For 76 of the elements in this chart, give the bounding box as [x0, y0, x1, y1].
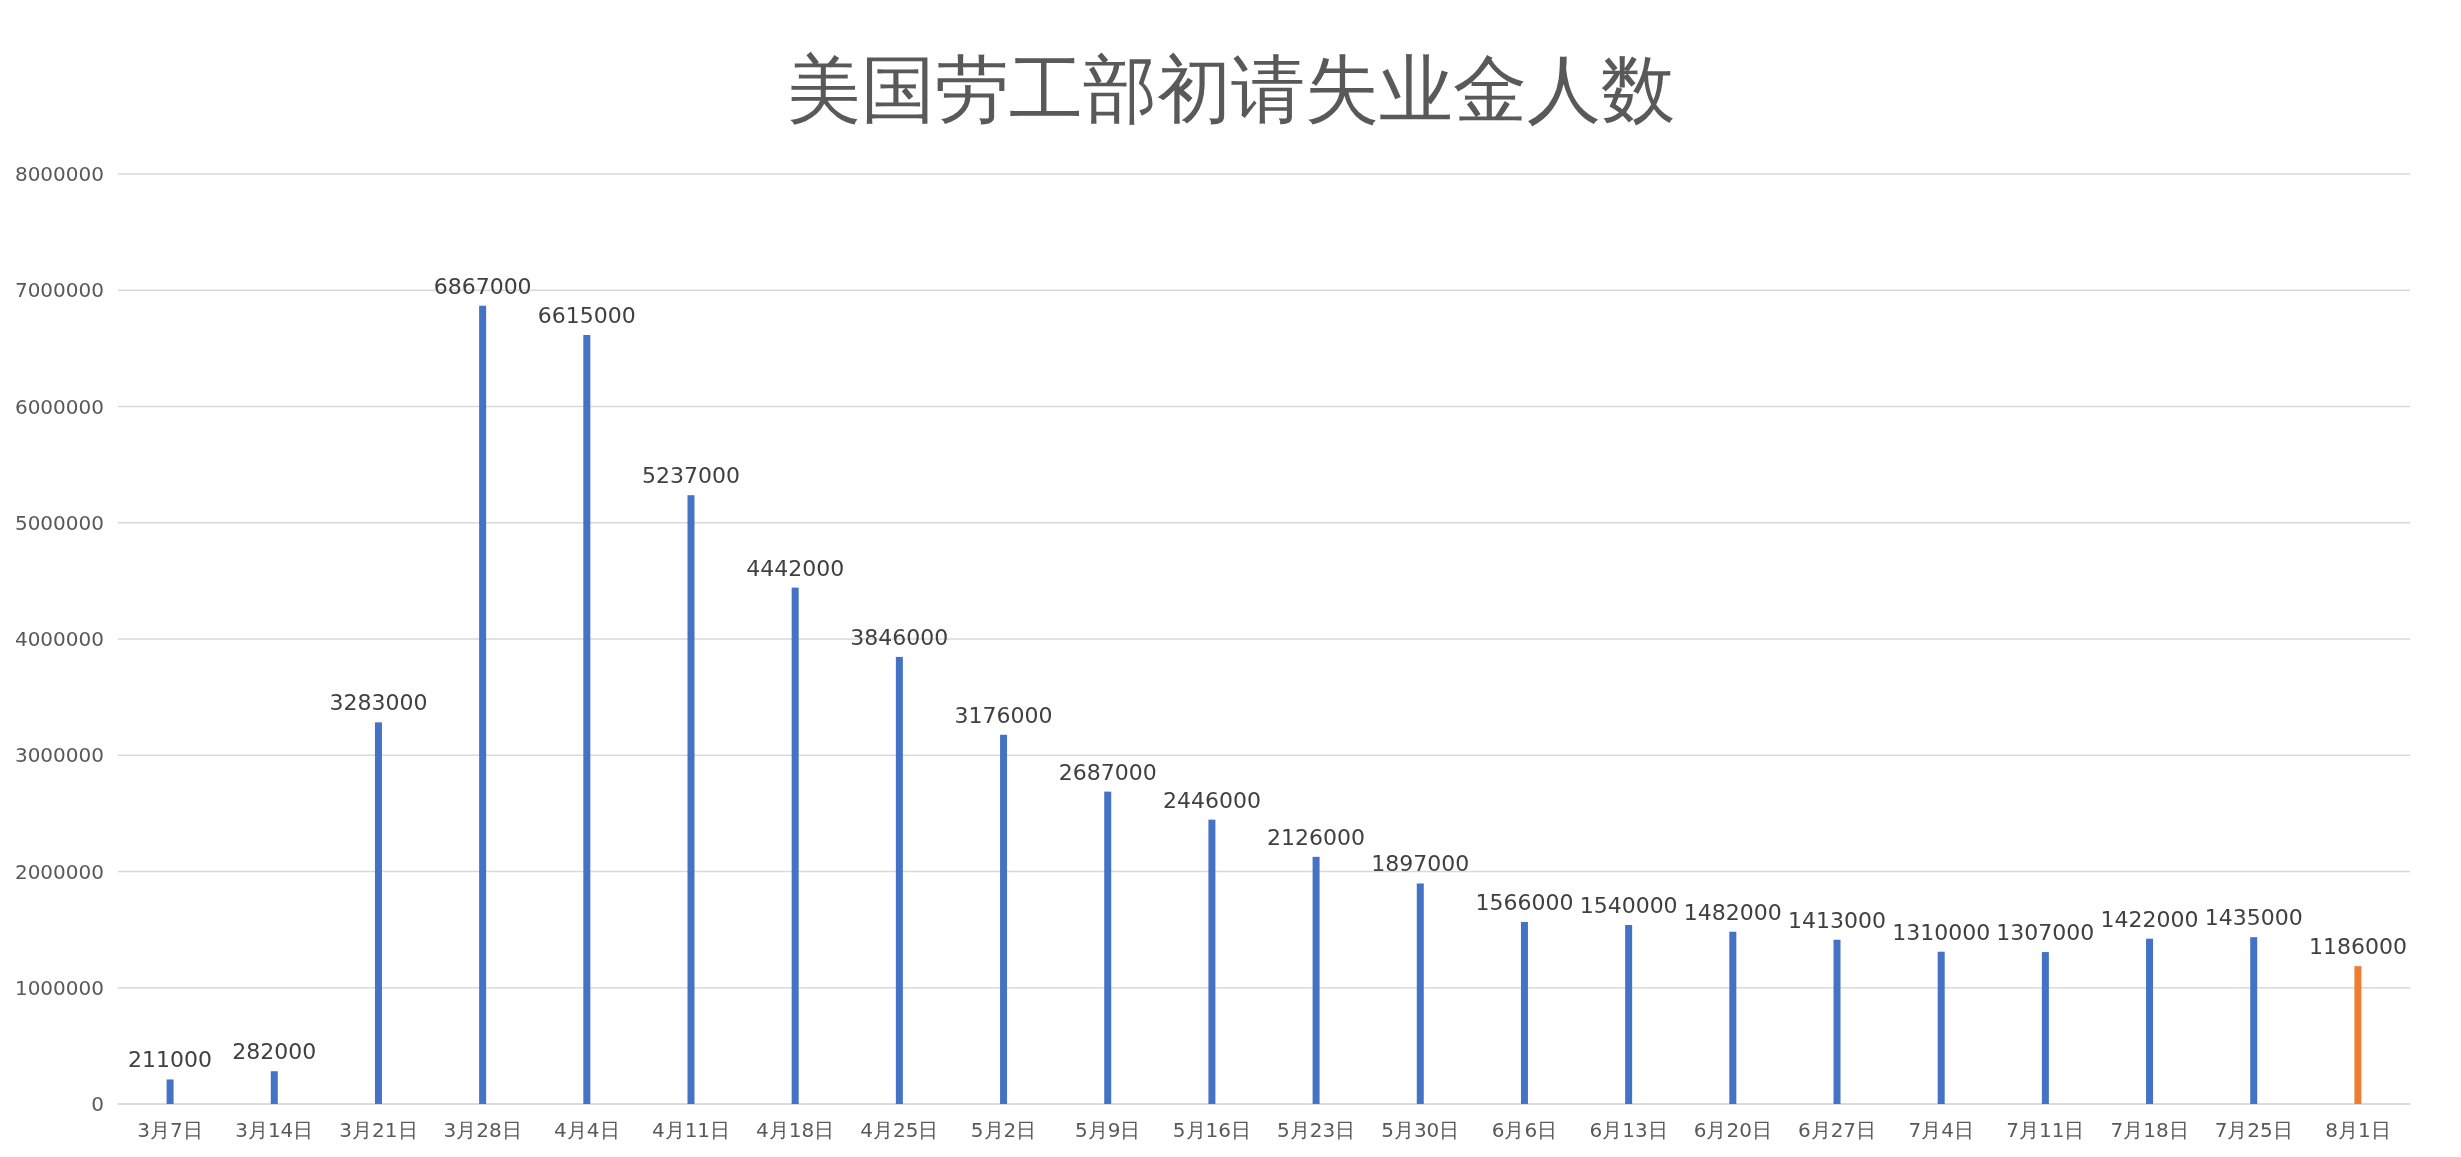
x-tick-label: 4月18日 — [756, 1118, 835, 1142]
chart-title: 美国劳工部初请失业金人数 — [786, 46, 1675, 132]
data-label: 6867000 — [433, 273, 532, 299]
bar — [2041, 952, 2049, 1104]
bar — [791, 587, 799, 1104]
bar — [1312, 856, 1320, 1104]
bar — [479, 305, 487, 1104]
bar — [1833, 939, 1841, 1104]
x-tick-label: 4月25日 — [860, 1118, 939, 1142]
y-tick-label: 1000000 — [14, 975, 104, 1000]
bar — [270, 1071, 278, 1104]
data-label: 2126000 — [1267, 824, 1366, 850]
bar — [1729, 931, 1737, 1104]
data-label: 1482000 — [1683, 899, 1782, 925]
data-label: 4442000 — [746, 555, 845, 581]
data-label: 1566000 — [1475, 889, 1574, 915]
data-label: 1413000 — [1788, 907, 1886, 933]
x-tick-label: 6月13日 — [1589, 1118, 1668, 1142]
x-tick-label: 5月2日 — [970, 1118, 1037, 1142]
bar — [2354, 966, 2362, 1104]
data-label: 2687000 — [1058, 759, 1157, 785]
x-tick-label: 4月11日 — [651, 1118, 731, 1142]
x-tick-label: 3月28日 — [443, 1118, 522, 1142]
y-tick-label: 4000000 — [14, 627, 104, 651]
data-label: 1897000 — [1371, 851, 1470, 877]
x-tick-label: 5月23日 — [1277, 1118, 1356, 1142]
y-tick-label: 5000000 — [14, 510, 104, 535]
bar — [1208, 819, 1216, 1104]
x-tick-label: 5月30日 — [1381, 1118, 1460, 1142]
x-tick-label: 7月18日 — [2110, 1118, 2189, 1142]
data-label: 1540000 — [1579, 892, 1678, 918]
x-tick-label: 3月14日 — [235, 1118, 314, 1142]
bar — [1625, 924, 1633, 1104]
x-tick-label: 6月6日 — [1491, 1118, 1558, 1142]
bar — [2146, 938, 2154, 1104]
x-tick-label: 7月25日 — [2214, 1118, 2293, 1142]
data-label: 1310000 — [1892, 919, 1991, 945]
y-tick-label: 7000000 — [14, 278, 104, 303]
data-label: 5237000 — [642, 463, 740, 489]
x-tick-label: 4月4日 — [554, 1118, 620, 1142]
x-tick-label: 3月21日 — [339, 1118, 418, 1142]
x-tick-label: 7月11日 — [2006, 1118, 2085, 1142]
x-tick-label: 5月9日 — [1075, 1118, 1141, 1142]
data-label: 3176000 — [954, 702, 1053, 728]
y-tick-label: 6000000 — [14, 394, 104, 419]
data-label: 3283000 — [329, 690, 428, 716]
y-tick-label: 2000000 — [14, 859, 104, 884]
bar — [687, 495, 695, 1104]
y-tick-label: 3000000 — [14, 743, 104, 768]
data-label: 211000 — [128, 1047, 213, 1073]
x-tick-label: 5月16日 — [1172, 1118, 1251, 1142]
x-tick-label: 7月4日 — [1908, 1118, 1974, 1142]
bar — [1104, 791, 1112, 1104]
data-label: 1435000 — [2204, 905, 2303, 931]
x-tick-label: 6月27日 — [1797, 1118, 1877, 1142]
bar — [1000, 734, 1008, 1104]
data-label: 282000 — [232, 1039, 317, 1065]
bar — [1937, 951, 1945, 1104]
data-label: 1186000 — [2308, 934, 2407, 960]
bar — [1416, 883, 1424, 1104]
data-label: 6615000 — [537, 303, 636, 329]
bar — [1520, 921, 1528, 1104]
data-label: 3846000 — [850, 624, 949, 650]
data-label: 2446000 — [1162, 787, 1261, 813]
x-tick-label: 3月7日 — [137, 1118, 203, 1142]
bar — [374, 722, 382, 1104]
bar — [2250, 937, 2258, 1104]
data-label: 1307000 — [1996, 920, 2095, 946]
bar — [583, 335, 591, 1104]
bar — [166, 1079, 174, 1104]
data-label: 1422000 — [2100, 906, 2199, 932]
bar — [895, 656, 903, 1104]
x-tick-label: 8月1日 — [2325, 1118, 2391, 1142]
x-tick-label: 6月20日 — [1693, 1118, 1772, 1142]
y-tick-label: 0 — [91, 1092, 104, 1116]
y-tick-label: 8000000 — [14, 162, 104, 186]
